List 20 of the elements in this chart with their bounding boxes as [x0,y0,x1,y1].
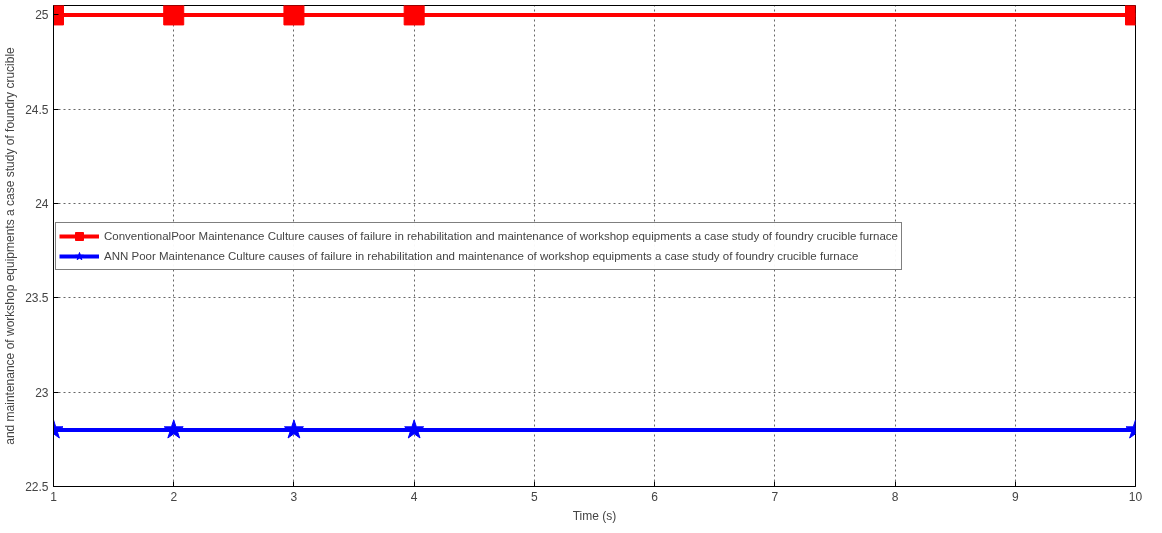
x-tick-label: 2 [170,489,178,504]
y-tick-label: 22.5 [25,480,49,494]
x-tick-label: 6 [651,489,659,504]
x-tick-label: 1 [50,489,58,504]
y-tick-label: 23 [35,385,49,400]
y-axis-title: and maintenance of workshop equipments a case study of foundry crucible [3,46,18,445]
x-tick-label: 8 [891,489,899,504]
x-tick-label: 5 [531,489,539,504]
y-tick-label: 25 [35,8,49,23]
x-axis-title: Time (s) [572,508,617,523]
x-tick-label: 4 [410,489,418,504]
x-tick-label: 9 [1011,489,1019,504]
x-tick-label: 10 [1128,489,1143,504]
legend-label: ANN Poor Maintenance Culture causes of failure in rehabilitation and maintenance of workshop equipments a case study of foundry crucible furnace [104,249,859,262]
x-tick-label: 7 [771,489,779,504]
x-tick-label: 3 [290,489,298,504]
y-tick-label: 24.5 [25,102,49,117]
legend-label: ConventionalPoor Maintenance Culture causes of failure in rehabilitation and maintenance of workshop equipments a case study of foundry crucible furnace [104,229,898,242]
y-tick-label: 24 [35,197,49,212]
y-tick-label: 23.5 [25,291,49,306]
